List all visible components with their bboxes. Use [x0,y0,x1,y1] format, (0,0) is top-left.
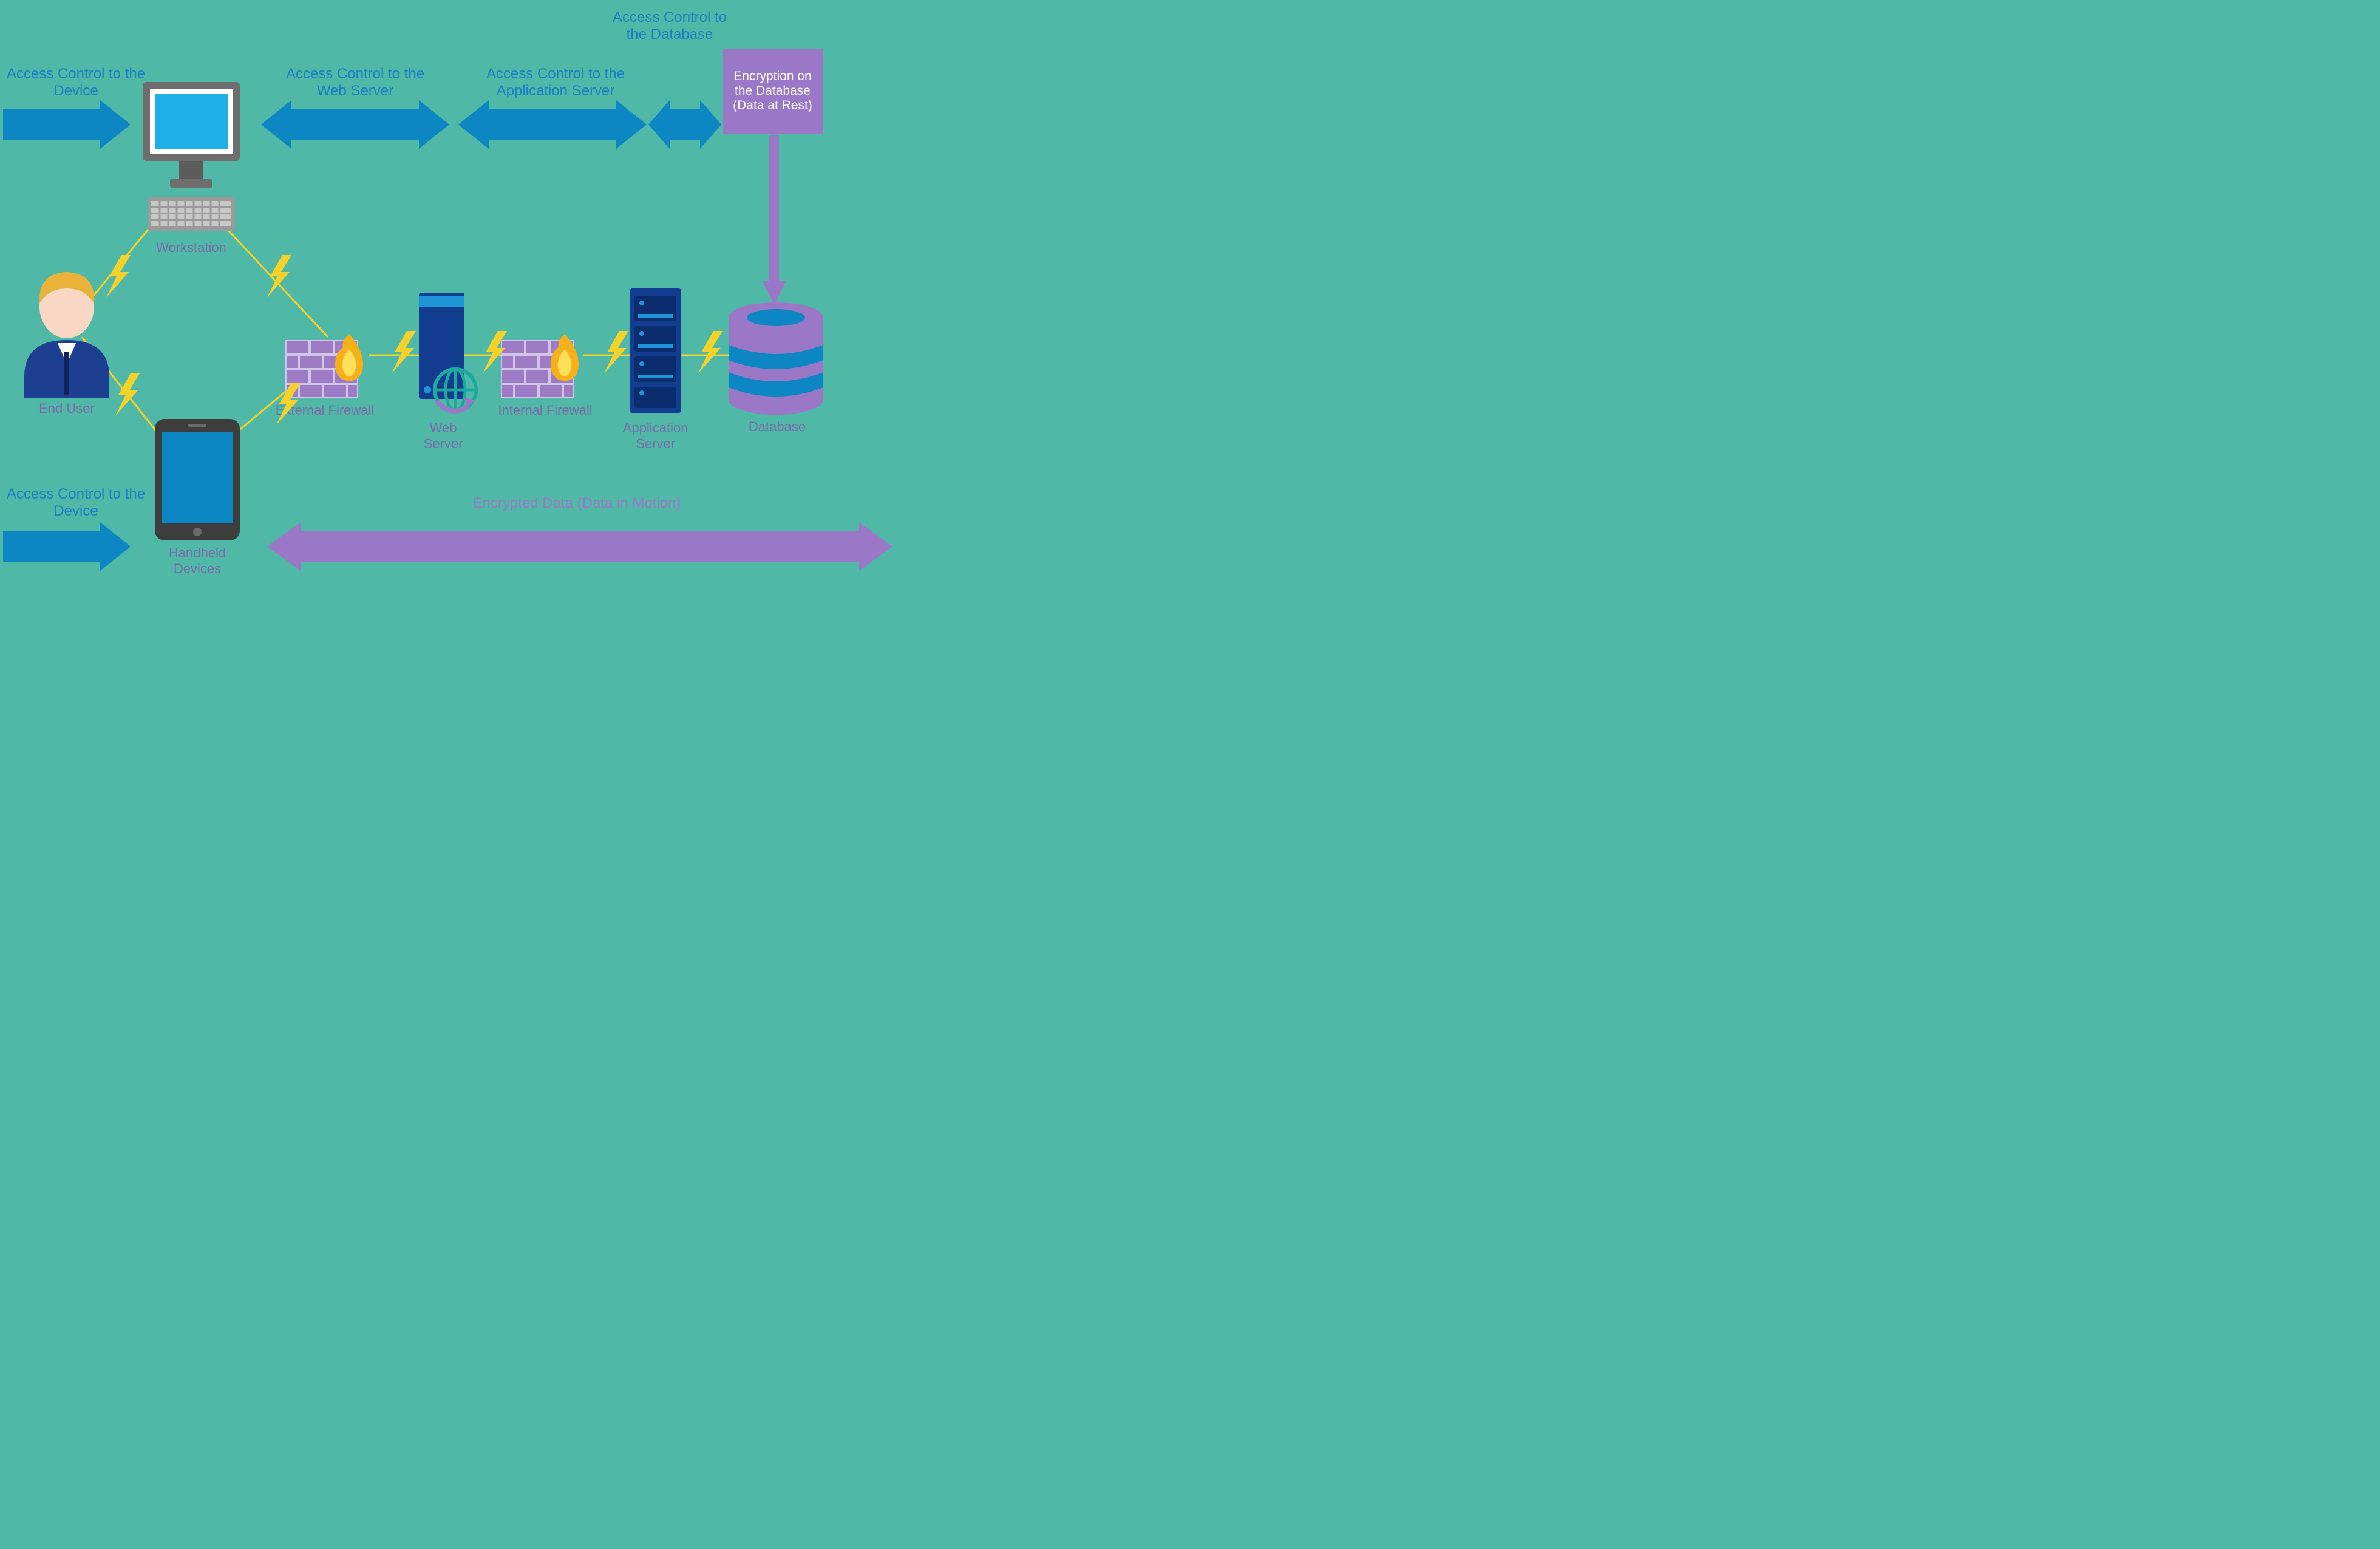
int-firewall-label: Internal Firewall [491,403,600,418]
enduser-label: End User [33,401,100,417]
bolt-icon [695,331,726,373]
int-firewall-icon [501,328,586,401]
label-ac-device2: Access Control to the Device [6,486,146,520]
bolt-icon [601,331,631,373]
arrow-app [458,100,647,149]
label-enc-motion: Encrypted Data (Data in Motion) [364,495,789,512]
encryption-box-label: Encryption on the Database (Data at Rest… [727,69,818,113]
workstation-label: Workstation [149,240,234,256]
database-label: Database [744,419,811,435]
workstation-icon [137,76,246,234]
bolt-icon [264,255,294,298]
label-ac-web: Access Control to the Web Server [279,66,431,100]
arrow-db [648,100,721,149]
label-ac-db: Access Control to the Database [606,9,733,43]
arrow-device2 [3,522,131,571]
handheld-icon [155,419,240,540]
encryption-box: Encryption on the Database (Data at Rest… [722,49,823,134]
arrow-enc-motion [267,522,892,571]
bolt-icon [112,373,143,416]
arrow-web [261,100,449,149]
appserver-label: Application Server [611,420,699,452]
webserver-icon [419,293,486,417]
diagram-canvas: Access Control to the Device Access Cont… [0,0,899,584]
label-ac-device1: Access Control to the Device [6,66,146,100]
appserver-icon [630,288,681,416]
bolt-icon [273,383,304,425]
database-icon [727,302,824,415]
enduser-icon [24,255,109,398]
bolt-icon [389,331,419,373]
bolt-icon [480,331,510,373]
webserver-label: Web Server [413,420,474,452]
arrow-device1 [3,100,131,149]
bolt-icon [103,255,134,298]
arrow-down-db [762,135,786,305]
label-ac-app: Access Control to the Application Server [471,66,641,100]
handheld-label: Handheld Devices [155,545,240,577]
